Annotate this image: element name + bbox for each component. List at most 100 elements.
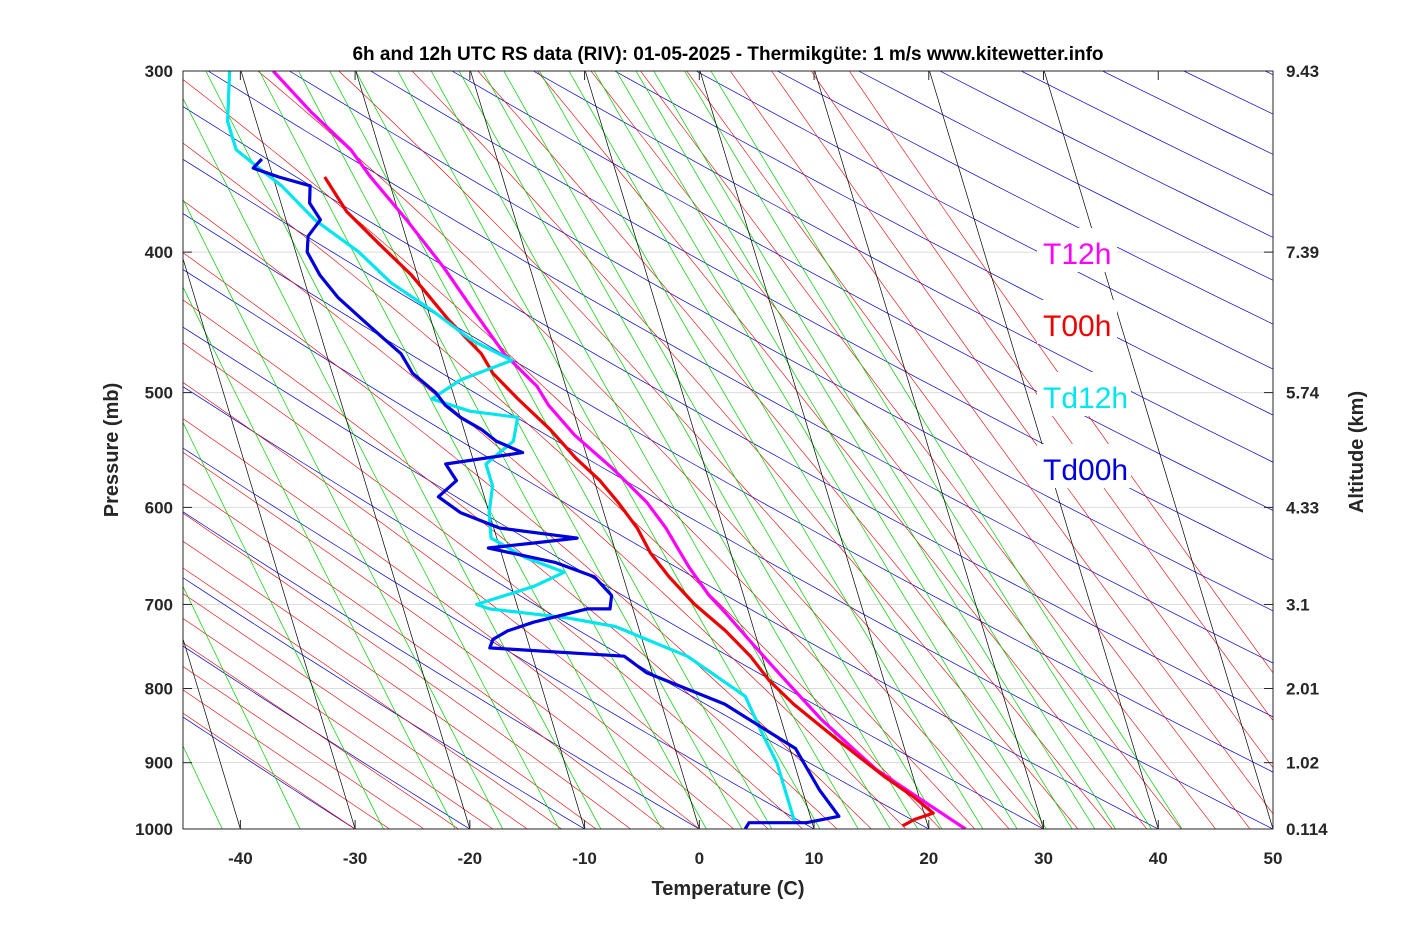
dry-adiabat-line (183, 326, 1044, 829)
isotherm-line (584, 71, 815, 829)
moist-adiabat-line (183, 567, 562, 829)
moist-adiabat-line (183, 342, 803, 829)
mixing-ratio-line (482, 71, 919, 829)
isotherm-line (1043, 71, 1273, 829)
x-tick-label: -20 (458, 849, 483, 868)
moist-adiabat-line (257, 71, 1010, 829)
y-tick-labels: 300 400 500 600 700 800 900 1000 (135, 62, 173, 839)
moist-adiabat-line (183, 642, 459, 829)
legend-entry-td00h: Td00h (1043, 454, 1128, 487)
x-tick-label: 0 (695, 849, 704, 868)
moist-adiabat-line (686, 71, 1251, 829)
legend-backing (1037, 444, 1131, 488)
y-axis-label: Pressure (mb) (101, 383, 123, 518)
moist-adiabat-line (640, 71, 1216, 829)
dry-adiabat-line (183, 447, 815, 829)
mixing-ratio-line (568, 71, 1018, 829)
legend-entry-td12h: Td12h (1043, 382, 1128, 415)
x-tick-label: 10 (805, 849, 824, 868)
y2-tick-label: 4.33 (1286, 498, 1319, 517)
moist-adiabat-line (183, 200, 907, 829)
y2-tick-label: 9.43 (1286, 62, 1319, 81)
dry-adiabat-line (183, 716, 356, 829)
y-tick-label: 900 (145, 754, 173, 773)
x-tick-label: 50 (1264, 849, 1283, 868)
x-tick-label: 20 (919, 849, 938, 868)
mixing-ratio-line (503, 71, 943, 829)
y-tick-label: 800 (145, 680, 173, 699)
dry-adiabat-line (207, 71, 1273, 664)
y2-tick-label: 2.01 (1286, 680, 1319, 699)
moist-adiabat-line (183, 712, 356, 829)
legend-backing (1037, 372, 1131, 416)
x-tick-label: 40 (1149, 849, 1168, 868)
mixing-ratio-line (355, 71, 773, 829)
x-axis-label: Temperature (C) (652, 878, 805, 900)
y2-tick-label: 0.114 (1286, 820, 1328, 839)
mixing-ratio-line (430, 71, 859, 829)
mixing-ratio-line (684, 71, 1152, 829)
y2-tick-label: 5.74 (1286, 384, 1320, 403)
plot-frame (182, 70, 1274, 830)
dry-adiabat-line (183, 645, 470, 829)
moist-adiabat-line (810, 71, 1273, 722)
y2-tick-label: 7.39 (1286, 243, 1319, 262)
series-line-td00h (251, 157, 841, 829)
isotherm-line (355, 71, 585, 829)
chart-title: 6h and 12h UTC RS data (RIV): 01-05-2025… (352, 44, 1103, 65)
legend: T12h T00h Td12h Td00h (1037, 228, 1131, 488)
moist-adiabat-line (183, 689, 390, 829)
moist-adiabat-line (411, 71, 1079, 829)
series-line-t12h (272, 71, 967, 829)
mixing-ratio-line (397, 71, 821, 829)
moist-adiabat-line (183, 79, 975, 829)
y-tick-label: 600 (145, 498, 173, 517)
mixing-ratio-line (183, 421, 384, 829)
moist-adiabat-line (477, 71, 1113, 829)
mixing-ratio-line (635, 71, 1096, 829)
moist-adiabat-line (183, 451, 700, 829)
y-tick-label: 1000 (135, 820, 173, 839)
series-line-td12h (226, 71, 797, 824)
dry-adiabat-line (183, 577, 585, 829)
axis-ticks (183, 70, 1274, 830)
mixing-ratio-line (298, 71, 707, 829)
x-tick-label: -30 (343, 849, 368, 868)
moist-adiabat-line (183, 618, 493, 829)
mixing-ratio-line (329, 71, 743, 829)
mixing-ratio-line (653, 71, 1116, 829)
moist-adiabat-line (183, 512, 631, 829)
y2-tick-label: 3.1 (1286, 595, 1310, 614)
dry-adiabat-line (533, 71, 1273, 463)
legend-entry-t00h: T00h (1043, 310, 1111, 343)
moist-adiabat-line (590, 71, 1182, 829)
x-tick-labels: -40 -30 -20 -10 0 10 20 30 40 50 (228, 849, 1282, 868)
mixing-ratio-line (183, 198, 504, 829)
dry-adiabat-line (183, 106, 1273, 718)
y-tick-label: 500 (145, 384, 173, 403)
isotherm-line (470, 71, 700, 829)
isotherm-line (183, 637, 241, 829)
moist-adiabat-line (771, 71, 1273, 769)
mixing-ratio-line (205, 71, 602, 829)
dry-adiabat-line (858, 71, 1273, 281)
isotherm-line (240, 71, 471, 829)
mixing-ratio-line (539, 71, 984, 829)
mixing-ratio-line (458, 71, 891, 829)
moist-adiabat-line (536, 71, 1148, 829)
mixing-ratio-line (183, 97, 560, 829)
dry-adiabat-line (289, 71, 1273, 612)
moist-adiabat-line (183, 418, 734, 829)
y-tick-label: 300 (145, 62, 173, 81)
y2-axis-label: Altitude (km) (1346, 391, 1368, 513)
mixing-ratio-line (710, 71, 1183, 829)
moist-adiabat-line (183, 593, 528, 829)
background-lines (183, 71, 1273, 829)
moist-adiabat-line (183, 483, 666, 829)
legend-backing (1037, 300, 1117, 344)
moist-adiabat-line (338, 71, 1044, 829)
dry-adiabat-line (614, 71, 1273, 416)
mixing-ratio-line (615, 71, 1073, 829)
dry-adiabat-line (183, 511, 700, 829)
